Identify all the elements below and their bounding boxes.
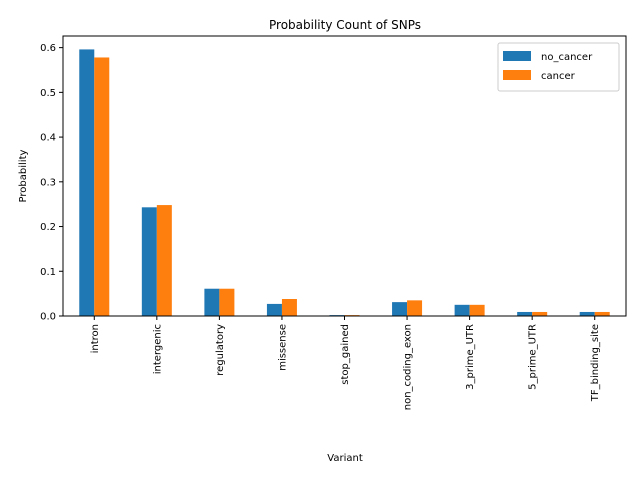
bar-no_cancer-5_prime_UTR [517, 311, 533, 316]
x-tick-label: non_coding_exon [403, 324, 414, 410]
bar-cancer-intron [94, 57, 110, 316]
x-tick-label: intron [90, 324, 101, 353]
plot-frame [62, 35, 627, 317]
y-axis-label: Probability [18, 149, 29, 202]
bar-cancer-5_prime_UTR [532, 311, 548, 316]
x-tick-label: intergenic [152, 324, 163, 374]
bar-cancer-non_coding_exon [407, 300, 423, 316]
bar-cancer-regulatory [219, 288, 235, 316]
bar-cancer-intergenic [156, 205, 172, 316]
y-tick-label: 0.6 [40, 43, 56, 54]
x-axis: intron intergenic regulatory missense stop_g… [90, 316, 601, 410]
y-tick-label: 0.3 [40, 177, 56, 188]
legend-box [497, 42, 620, 92]
bar-no_cancer-intron [79, 49, 95, 317]
x-tick-label: regulatory [215, 324, 226, 376]
y-tick-label: 0.0 [40, 312, 56, 323]
bar-no_cancer-intergenic [141, 207, 157, 316]
legend-label-cancer: cancer [541, 71, 576, 82]
legend-label-no_cancer: no_cancer [541, 52, 593, 63]
x-tick-label: 5_prime_UTR [528, 324, 539, 390]
x-tick-label: 3_prime_UTR [465, 324, 476, 390]
x-tick-label: stop_gained [340, 324, 351, 385]
bar-no_cancer-non_coding_exon [392, 302, 408, 316]
bar-cancer-3_prime_UTR [469, 304, 485, 316]
bars-group [79, 49, 610, 317]
bar-cancer-missense [281, 299, 297, 316]
bar-no_cancer-missense [266, 303, 282, 316]
legend-swatch-no_cancer [503, 51, 531, 61]
x-tick-label: TF_binding_site [590, 324, 601, 402]
y-tick-label: 0.1 [40, 267, 56, 278]
y-tick-label: 0.5 [40, 88, 56, 99]
bar-cancer-TF_binding_site [594, 311, 610, 316]
x-axis-label: Variant [327, 453, 363, 464]
x-tick-label: missense [277, 324, 288, 371]
chart-title: Probability Count of SNPs [269, 18, 421, 32]
y-axis: 0.0 0.1 0.2 0.3 0.4 0.5 0.6 [40, 43, 63, 323]
legend-swatch-cancer [503, 70, 531, 80]
y-tick-label: 0.4 [40, 133, 56, 144]
bar-no_cancer-regulatory [204, 288, 220, 316]
bar-no_cancer-3_prime_UTR [454, 304, 470, 316]
y-tick-label: 0.2 [40, 222, 56, 233]
bar-no_cancer-TF_binding_site [579, 311, 595, 316]
